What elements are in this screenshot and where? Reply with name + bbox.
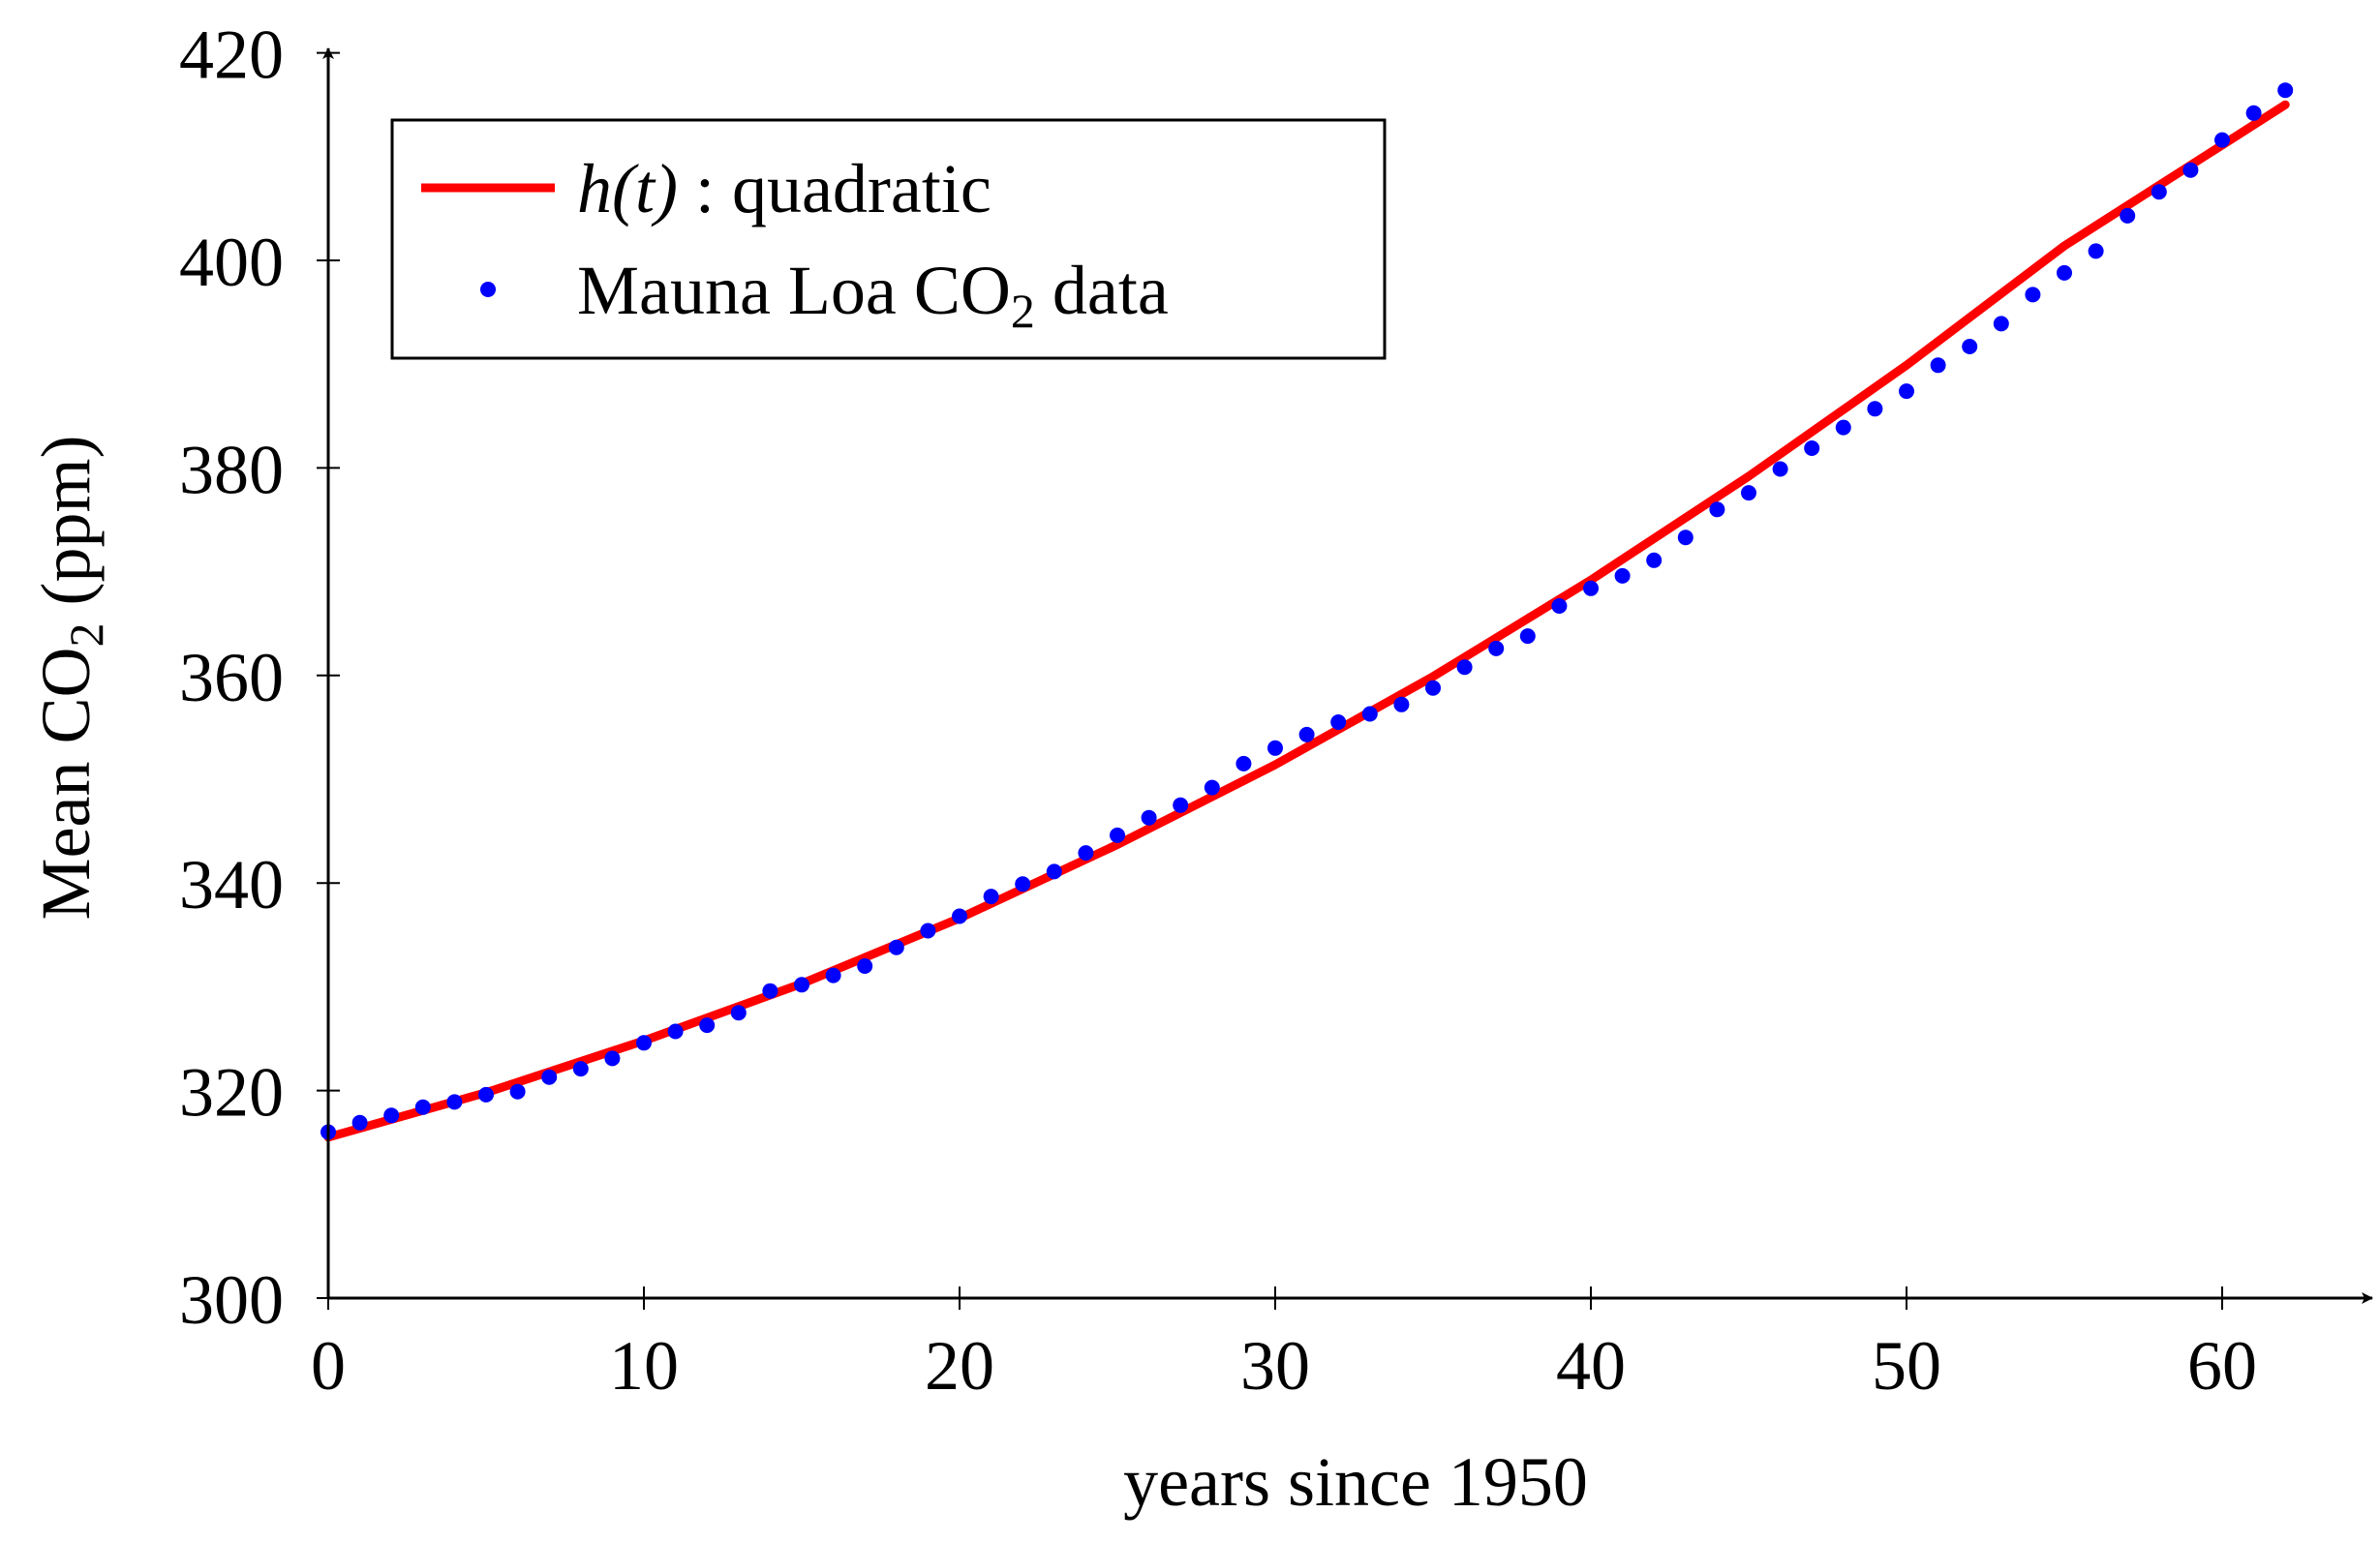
data-point xyxy=(1267,740,1283,756)
data-point xyxy=(2088,243,2104,259)
data-point xyxy=(636,1035,652,1051)
x-tick-label: 40 xyxy=(1556,1327,1626,1405)
data-point xyxy=(825,967,841,983)
data-point xyxy=(1677,529,1693,546)
data-point xyxy=(446,1094,463,1110)
data-point xyxy=(2277,82,2294,99)
legend-data-subscript: 2 xyxy=(1011,284,1035,338)
data-point xyxy=(1330,714,1347,730)
data-point xyxy=(2245,105,2262,121)
data-point xyxy=(1361,706,1378,722)
x-tick-label: 60 xyxy=(2187,1327,2257,1405)
y-tick-label: 360 xyxy=(179,639,284,716)
data-point xyxy=(1835,419,1851,436)
tick-labels: 0 10 20 30 40 50 60 300 320 340 360 380 400 420 xyxy=(179,16,2257,1405)
data-point xyxy=(2214,132,2230,148)
data-point xyxy=(1709,501,1725,518)
data-point xyxy=(920,923,936,939)
legend-fit-label: h(t) : quadratic xyxy=(577,150,992,227)
data-point xyxy=(2151,184,2167,200)
data-point xyxy=(1804,440,1820,456)
data-point xyxy=(1551,598,1568,614)
y-tick-label: 340 xyxy=(179,846,284,923)
data-point xyxy=(1298,726,1315,742)
legend-data-swatch xyxy=(480,282,496,297)
data-point xyxy=(1741,485,1756,501)
data-point xyxy=(730,1005,747,1021)
x-axis-title: years since 1950 xyxy=(1123,1443,1588,1521)
data-point xyxy=(383,1107,400,1124)
x-tick-label: 10 xyxy=(609,1327,679,1405)
y-axis-title-suffix: (ppm) xyxy=(27,436,105,623)
x-tick-label: 0 xyxy=(311,1327,346,1405)
data-point xyxy=(572,1061,589,1077)
data-point xyxy=(1614,567,1631,584)
data-point xyxy=(794,977,809,993)
data-point xyxy=(1015,876,1031,893)
y-tick-label: 320 xyxy=(179,1054,284,1132)
x-tick-label: 30 xyxy=(1240,1327,1310,1405)
y-tick-label: 300 xyxy=(179,1261,284,1339)
y-tick-label: 380 xyxy=(179,431,284,508)
y-axis-title: Mean CO2 (ppm) xyxy=(27,436,113,921)
data-point xyxy=(1425,680,1441,696)
data-point xyxy=(1993,316,2009,332)
data-point xyxy=(1488,640,1505,656)
data-point xyxy=(541,1069,558,1085)
data-point xyxy=(1646,552,1663,568)
y-axis-title-prefix: Mean CO xyxy=(27,648,105,921)
data-point xyxy=(1772,461,1788,477)
data-point xyxy=(952,908,967,924)
data-point xyxy=(1899,383,1914,400)
data-point xyxy=(1141,809,1157,826)
data-point xyxy=(604,1050,621,1067)
data-point xyxy=(1930,357,1946,374)
y-axis-title-subscript: 2 xyxy=(59,623,113,648)
data-point xyxy=(857,958,873,974)
legend-data-suffix: data xyxy=(1035,252,1169,329)
data-point xyxy=(478,1086,494,1103)
legend: h(t) : quadratic Mauna Loa CO2 data xyxy=(390,118,1387,360)
legend-fit-text: : quadratic xyxy=(678,150,992,227)
data-point xyxy=(2120,207,2136,224)
data-point xyxy=(2182,162,2199,178)
legend-data-label: Mauna Loa CO2 data xyxy=(577,252,1169,338)
data-point xyxy=(1078,845,1094,862)
data-point xyxy=(983,889,999,905)
data-point xyxy=(2057,264,2072,281)
data-point xyxy=(667,1023,684,1040)
data-point xyxy=(2025,287,2041,303)
y-tick-label: 400 xyxy=(179,224,284,301)
data-point xyxy=(762,983,778,999)
legend-fit-math: h(t) xyxy=(577,150,678,227)
data-point xyxy=(888,939,904,955)
legend-data-prefix: Mauna Loa CO xyxy=(577,252,1011,329)
y-tick-label: 420 xyxy=(179,16,284,94)
data-point xyxy=(1046,863,1062,880)
data-point xyxy=(699,1017,716,1034)
data-point xyxy=(509,1083,526,1100)
axes xyxy=(322,47,2373,1304)
data-point xyxy=(1583,580,1599,596)
data-point xyxy=(1962,339,1978,354)
data-point xyxy=(1456,659,1473,676)
data-point xyxy=(1110,827,1125,843)
data-point xyxy=(414,1099,431,1115)
x-tick-label: 20 xyxy=(925,1327,994,1405)
data-point xyxy=(1173,797,1189,813)
data-point xyxy=(1393,696,1410,712)
legend-box xyxy=(390,118,1387,360)
x-tick-label: 50 xyxy=(1872,1327,1941,1405)
data-point xyxy=(1519,628,1536,645)
data-point xyxy=(1236,755,1252,772)
data-point xyxy=(1204,779,1220,796)
data-point xyxy=(351,1114,368,1131)
data-points-layer xyxy=(320,82,2294,1140)
data-point xyxy=(1867,401,1883,417)
